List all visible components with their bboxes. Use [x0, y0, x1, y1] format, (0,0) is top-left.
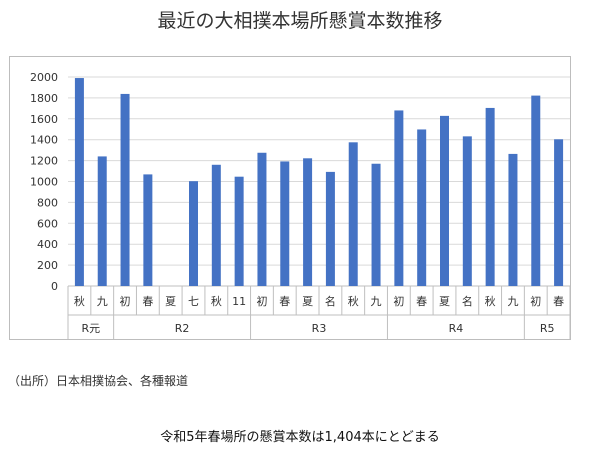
x-tick-label: 初 [393, 294, 404, 308]
x-tick-label: 秋 [348, 294, 359, 308]
bar [280, 161, 290, 286]
bar [325, 171, 335, 286]
x-tick-label: 春 [416, 295, 427, 308]
bar [74, 78, 84, 286]
bar [97, 156, 107, 286]
bar [189, 181, 198, 286]
bar [234, 176, 244, 286]
bar [440, 115, 449, 287]
group-label: R5 [540, 322, 555, 335]
bar [303, 158, 313, 286]
y-tick-label: 0 [51, 280, 58, 293]
x-tick-label: 名 [462, 294, 473, 308]
x-tick-label: 夏 [302, 295, 313, 308]
chart-title: 最近の大相撲本場所懸賞本数推移 [157, 10, 443, 32]
source-note: （出所）日本相撲協会、各種報道 [8, 374, 189, 388]
chart-area: 0 200 400 600 800 1000 1200 1400 1600 1800 2000 秋九初… [9, 56, 571, 340]
x-tick-label: 11 [232, 295, 246, 308]
bar [371, 163, 381, 286]
bar [348, 142, 358, 286]
x-tick-label: 七 [188, 295, 199, 308]
x-tick-label: 九 [97, 295, 108, 308]
bar [554, 139, 564, 286]
bar [531, 95, 541, 286]
x-tick-label: 九 [371, 295, 382, 308]
group-label: R元 [81, 322, 100, 335]
y-tick-label: 2000 [30, 71, 58, 84]
group-label: R4 [449, 322, 464, 335]
bar [143, 174, 153, 286]
x-tick-label: 春 [142, 295, 153, 308]
x-tick-label: 初 [256, 294, 267, 308]
caption: 令和5年春場所の懸賞本数は1,404本にとどまる [160, 430, 440, 445]
y-tick-label: 600 [37, 217, 58, 230]
x-tick-label: 春 [279, 295, 290, 308]
y-tick-label: 800 [37, 196, 58, 209]
x-tick-label: 名 [325, 294, 336, 308]
y-tick-label: 1200 [30, 155, 58, 168]
x-tick-label: 夏 [439, 295, 450, 308]
bar [211, 164, 221, 286]
group-label: R2 [175, 322, 190, 335]
x-tick-label: 秋 [485, 294, 496, 308]
x-tick-label: 初 [120, 294, 131, 308]
y-tick-label: 1600 [30, 113, 58, 126]
x-tick-label: 初 [530, 294, 541, 308]
x-tick-label: 秋 [74, 294, 85, 308]
bar-chart: 0200400600800100012001400160018002000秋九初… [30, 71, 571, 339]
bar [485, 107, 495, 286]
y-tick-label: 1400 [30, 134, 58, 147]
x-tick-label: 夏 [165, 295, 176, 308]
group-label: R3 [312, 322, 327, 335]
y-tick-label: 1000 [30, 176, 58, 189]
x-tick-label: 春 [553, 295, 564, 308]
x-tick-label: 秋 [211, 294, 222, 308]
bar [120, 93, 130, 286]
y-tick-label: 400 [37, 238, 58, 251]
y-tick-label: 200 [37, 259, 58, 272]
bar [462, 136, 472, 286]
bar [394, 110, 404, 286]
x-tick-label: 九 [507, 295, 518, 308]
bar [257, 152, 267, 286]
bar [508, 153, 518, 286]
bar [417, 129, 427, 286]
y-tick-label: 1800 [30, 92, 58, 105]
